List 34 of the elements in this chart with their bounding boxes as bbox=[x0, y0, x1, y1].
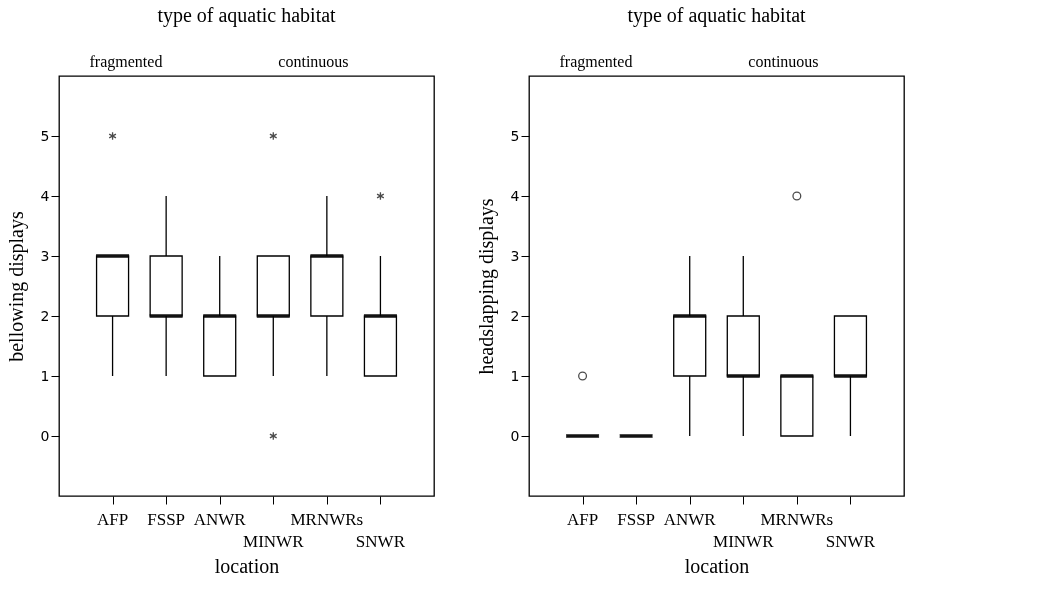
y-tick-label: 4 bbox=[510, 187, 520, 204]
y-tick-label: 5 bbox=[40, 127, 50, 144]
x-tick-label: MRNWRs bbox=[760, 510, 834, 529]
text: continuous bbox=[278, 53, 349, 70]
text: continuous bbox=[748, 53, 819, 70]
x-tick-label: FSSP bbox=[147, 510, 186, 529]
x-tick-label: AFP bbox=[566, 510, 599, 529]
y-tick-label: 1 bbox=[510, 367, 520, 384]
text: fragmented bbox=[559, 53, 633, 71]
y-tick-label: 2 bbox=[510, 307, 520, 324]
y-tick-label: 3 bbox=[510, 247, 520, 264]
y-axis-title: headslapping displays bbox=[474, 198, 498, 375]
x-tick-label: AFP bbox=[96, 510, 129, 529]
y-tick-label: 4 bbox=[40, 187, 50, 204]
x-tick-label: MRNWRs bbox=[290, 510, 364, 529]
x-tick-label: SNWR bbox=[825, 532, 876, 551]
text: fragmented bbox=[89, 53, 163, 71]
x-tick-label: MINWR bbox=[713, 532, 775, 551]
x-tick-label: ANWR bbox=[193, 510, 247, 529]
x-tick-label: FSSP bbox=[617, 510, 656, 529]
y-tick-label: 3 bbox=[40, 247, 50, 264]
y-axis-title: bellowing displays bbox=[4, 211, 28, 362]
chart-title: type of aquatic habitat bbox=[157, 4, 337, 27]
x-tick-label: SNWR bbox=[355, 532, 406, 551]
x-tick-label: ANWR bbox=[663, 510, 717, 529]
y-tick-label: 2 bbox=[40, 307, 50, 324]
y-tick-label: 1 bbox=[40, 367, 50, 384]
y-tick-label: 0 bbox=[510, 427, 520, 444]
x-tick-label: MINWR bbox=[243, 532, 305, 551]
y-tick-label: 5 bbox=[510, 127, 520, 144]
y-tick-label: 0 bbox=[40, 427, 50, 444]
chart-title: type of aquatic habitat bbox=[627, 4, 807, 27]
x-axis-title: location bbox=[684, 555, 750, 577]
x-axis-title: location bbox=[214, 555, 280, 577]
